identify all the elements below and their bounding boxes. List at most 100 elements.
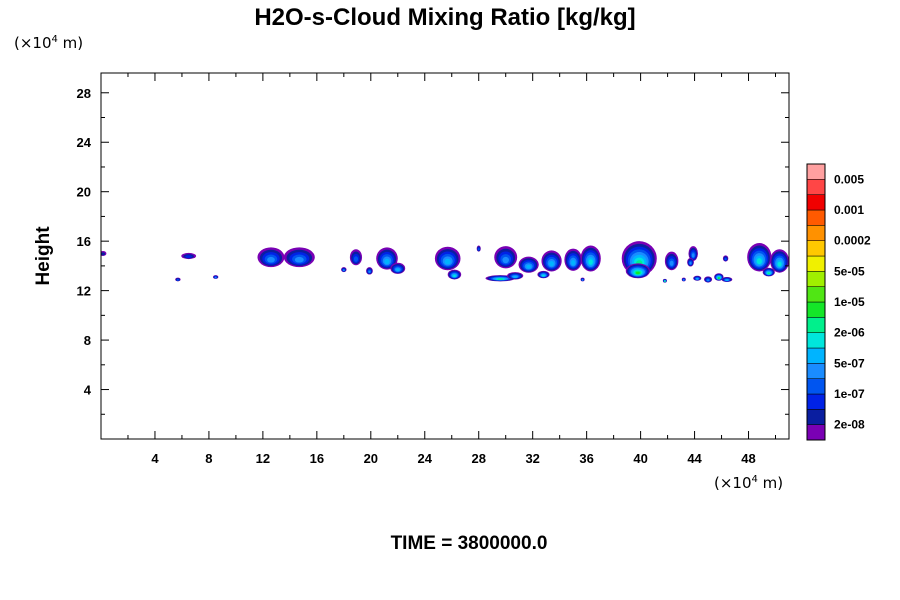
colorbar-swatch bbox=[806, 301, 826, 318]
cloud-38 bbox=[762, 267, 775, 277]
cloud-2-level-3 bbox=[185, 255, 192, 258]
colorbar-swatch bbox=[806, 393, 826, 410]
cloud-17 bbox=[518, 256, 539, 273]
cloud-27-level-5 bbox=[691, 253, 695, 258]
colorbar-label: 2e-08 bbox=[834, 418, 865, 432]
y-tick-label: 28 bbox=[77, 86, 91, 101]
cloud-19-level-6 bbox=[549, 261, 555, 267]
cloud-1-level-2 bbox=[101, 252, 106, 256]
colorbar-swatch bbox=[806, 363, 826, 379]
colorbar-swatch bbox=[806, 271, 826, 287]
cloud-30 bbox=[704, 276, 713, 283]
cloud-5 bbox=[257, 247, 285, 268]
colorbar-swatch bbox=[806, 409, 826, 425]
cloud-29 bbox=[693, 275, 702, 281]
cloud-11-level-5 bbox=[343, 269, 345, 272]
x-tick-label: 4 bbox=[151, 451, 159, 466]
cloud-34 bbox=[662, 278, 667, 283]
cloud-12-level-6 bbox=[444, 258, 451, 265]
cloud-7-level-4 bbox=[353, 256, 359, 262]
cloud-36-level-7 bbox=[756, 258, 762, 265]
cloud-14 bbox=[476, 245, 481, 252]
cloud-25-level-9 bbox=[635, 271, 640, 275]
cloud-11 bbox=[341, 267, 347, 273]
cloud-29-level-6 bbox=[696, 278, 699, 280]
cloud-layer bbox=[101, 241, 789, 283]
x-tick-label: 44 bbox=[687, 451, 702, 466]
cloud-21 bbox=[564, 248, 582, 271]
colorbar-swatch bbox=[806, 317, 826, 333]
cloud-5-level-5 bbox=[267, 256, 275, 263]
cloud-14-level-4 bbox=[477, 248, 480, 251]
cloud-26 bbox=[664, 251, 679, 271]
y-tick-label: 12 bbox=[77, 284, 91, 299]
colorbar-swatch bbox=[806, 347, 826, 364]
cloud-34-level-8 bbox=[664, 280, 666, 283]
cloud-25 bbox=[625, 263, 651, 279]
y-axis-label: Height bbox=[33, 226, 54, 286]
cloud-28 bbox=[687, 257, 694, 267]
colorbar-swatch bbox=[806, 194, 826, 211]
x-tick-label: 36 bbox=[579, 451, 593, 466]
colorbar-legend: 2e-08 1e-07 5e-07 2e-06 1e-05 5e-05 0.0002 0.00… bbox=[806, 163, 871, 441]
colorbar-swatch bbox=[806, 255, 826, 272]
x-tick-label: 28 bbox=[471, 451, 485, 466]
cloud-1 bbox=[101, 251, 107, 256]
cloud-8-level-6 bbox=[384, 258, 390, 265]
cloud-33 bbox=[681, 277, 686, 282]
cloud-16 bbox=[494, 246, 518, 269]
cloud-10-level-5 bbox=[368, 270, 371, 273]
cloud-6 bbox=[283, 247, 315, 268]
cloud-18-level-6 bbox=[513, 275, 518, 278]
x-tick-label: 12 bbox=[256, 451, 270, 466]
colorbar-label: 5e-05 bbox=[834, 264, 865, 278]
colorbar-label: 0.001 bbox=[834, 203, 864, 217]
cloud-27 bbox=[688, 246, 698, 261]
cloud-31-level-9 bbox=[718, 277, 720, 279]
cloud-32 bbox=[721, 277, 733, 282]
y-tick-label: 20 bbox=[77, 185, 91, 200]
colorbar-swatch bbox=[806, 209, 826, 226]
cloud-3 bbox=[175, 277, 181, 282]
cloud-21-level-6 bbox=[571, 259, 576, 266]
cloud-23 bbox=[580, 277, 585, 282]
colorbar-swatch bbox=[806, 378, 826, 395]
cloud-23-level-5 bbox=[581, 279, 584, 281]
cloud-26-level-5 bbox=[669, 260, 674, 266]
colorbar-swatch bbox=[806, 332, 826, 349]
colorbar-swatch bbox=[806, 179, 826, 195]
y-tick-label: 24 bbox=[77, 135, 92, 150]
colorbar-swatch bbox=[806, 163, 826, 180]
cloud-35-level-4 bbox=[724, 258, 727, 261]
cloud-13 bbox=[447, 269, 462, 280]
time-label: TIME = 3800000.0 bbox=[391, 533, 548, 554]
x-axis-unit: (×104 m) bbox=[714, 474, 783, 492]
y-tick-label: 4 bbox=[84, 383, 92, 398]
cloud-17-level-6 bbox=[526, 264, 532, 269]
colorbar-frame bbox=[806, 163, 826, 441]
colorbar-label: 0.0002 bbox=[834, 234, 871, 248]
cloud-36 bbox=[747, 243, 772, 272]
x-tick-label: 40 bbox=[633, 451, 647, 466]
cloud-22-level-7 bbox=[588, 259, 593, 265]
cloud-4-level-5 bbox=[214, 276, 217, 279]
cloud-31 bbox=[714, 273, 724, 281]
y-tick-label: 8 bbox=[84, 333, 91, 348]
colorbar-swatch bbox=[806, 424, 826, 441]
cloud-9-level-6 bbox=[395, 268, 400, 272]
colorbar-label: 1e-05 bbox=[834, 295, 865, 309]
x-tick-label: 8 bbox=[205, 451, 212, 466]
y-axis-unit: (×104 m) bbox=[14, 34, 83, 52]
cloud-3-level-4 bbox=[176, 279, 179, 281]
x-tick-label: 20 bbox=[364, 451, 378, 466]
cloud-2 bbox=[181, 252, 197, 260]
cloud-9 bbox=[390, 262, 406, 274]
cloud-10 bbox=[366, 267, 373, 275]
cloud-28-level-5 bbox=[689, 262, 692, 265]
cloud-4 bbox=[212, 275, 219, 279]
cloud-12 bbox=[434, 246, 461, 271]
cloud-6-level-5 bbox=[294, 256, 304, 263]
